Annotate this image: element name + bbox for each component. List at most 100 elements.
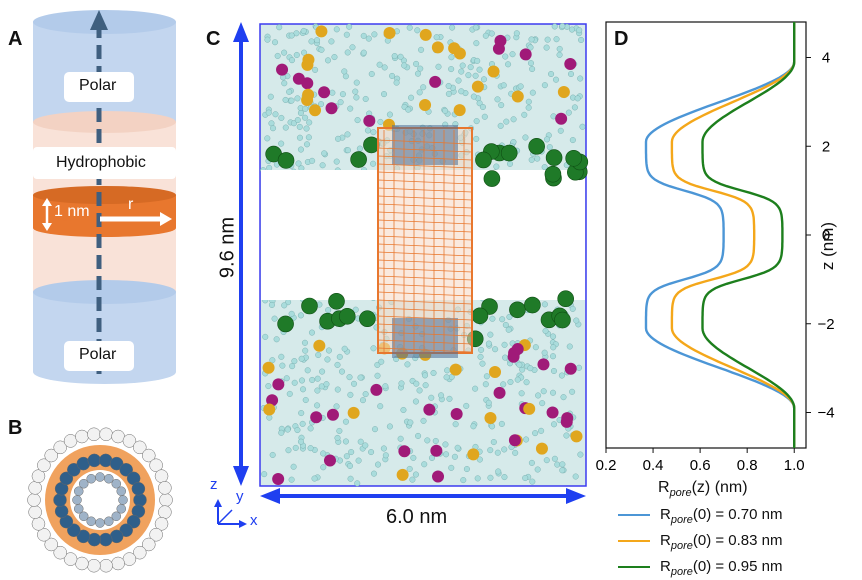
water-bead [560, 394, 567, 401]
water-bead [294, 95, 301, 102]
water-bead [378, 358, 385, 365]
water-bead [553, 76, 560, 83]
bottom-polar-box [64, 341, 134, 371]
water-bead [285, 447, 292, 454]
ion-bead [323, 454, 336, 467]
water-bead [276, 24, 283, 31]
water-bead [404, 361, 411, 368]
pore-bead [86, 516, 96, 526]
ion-bead [272, 378, 285, 391]
water-bead [297, 110, 304, 117]
series-line [644, 22, 796, 448]
water-bead [377, 403, 384, 410]
legend-entry: Rpore(0) = 0.83 nm [618, 532, 783, 552]
ion-bead [449, 363, 462, 376]
legend-entry: Rpore(0) = 0.70 nm [618, 506, 783, 526]
water-bead [278, 114, 285, 121]
water-bead [305, 134, 312, 141]
water-bead [472, 24, 479, 31]
water-bead [563, 432, 570, 439]
ion-bead [508, 434, 521, 447]
outer-headgroup-bead [44, 537, 58, 552]
water-bead [473, 40, 480, 47]
water-bead [347, 391, 354, 398]
water-bead [346, 374, 353, 381]
water-bead [470, 423, 477, 430]
water-bead [347, 475, 354, 482]
water-bead [297, 146, 304, 153]
water-bead [352, 306, 359, 313]
water-bead [541, 301, 548, 308]
water-bead [289, 363, 296, 370]
headgroup-bead [528, 138, 545, 155]
water-bead [346, 23, 353, 30]
ion-bead [511, 343, 524, 356]
water-bead [509, 51, 516, 58]
ion-bead [494, 34, 507, 47]
water-bead [300, 27, 307, 34]
water-bead [472, 72, 479, 79]
chart-xlabel: Rpore(z) (nm) [658, 479, 748, 500]
water-bead [544, 136, 551, 143]
water-bead [370, 160, 377, 167]
panel-b-letter: B [8, 417, 23, 439]
water-bead [543, 457, 550, 464]
water-bead [372, 426, 379, 433]
water-bead [505, 326, 512, 333]
water-bead [325, 57, 332, 64]
water-bead [501, 341, 508, 348]
inner-headgroup-bead [131, 481, 146, 496]
ion-bead [276, 63, 289, 76]
x-tick-label: 0.8 [737, 457, 758, 474]
water-bead [500, 381, 507, 388]
water-bead [353, 79, 360, 86]
water-bead [319, 162, 326, 169]
water-bead [302, 114, 309, 121]
water-bead [490, 439, 497, 446]
water-bead [333, 158, 340, 165]
legend-swatch [618, 566, 650, 569]
water-bead [362, 391, 369, 398]
outer-headgroup-bead [53, 440, 67, 455]
water-bead [451, 453, 458, 460]
panel-d-letter: D [614, 28, 629, 50]
ion-bead [557, 86, 570, 99]
water-bead [364, 127, 371, 134]
ion-bead [302, 88, 315, 101]
water-bead [553, 36, 560, 43]
water-bead [421, 372, 428, 379]
water-bead [320, 464, 327, 471]
water-bead [577, 75, 584, 82]
water-bead [288, 310, 295, 317]
water-bead [473, 118, 480, 125]
water-bead [321, 150, 328, 157]
water-bead [348, 449, 355, 456]
pore-bead [78, 511, 89, 522]
water-bead [374, 361, 381, 368]
water-bead [529, 478, 536, 485]
ion-bead [564, 57, 577, 70]
outer-headgroup-bead [122, 434, 137, 448]
water-bead [567, 71, 574, 78]
ion-bead [347, 406, 360, 419]
water-bead [301, 49, 308, 56]
ion-bead [325, 102, 338, 115]
water-bead [414, 27, 421, 34]
water-bead [551, 455, 558, 462]
water-bead [334, 361, 341, 368]
water-bead [343, 31, 350, 38]
headgroup-bead [277, 315, 294, 333]
water-bead [362, 95, 369, 102]
water-bead [445, 82, 452, 89]
ion-bead [493, 386, 506, 399]
water-bead [566, 343, 573, 350]
water-bead [288, 476, 295, 483]
water-bead [502, 321, 509, 328]
water-bead [376, 61, 383, 68]
water-bead [311, 475, 318, 482]
legend-label: R [660, 506, 671, 523]
legend-entry: Rpore(0) = 0.95 nm [618, 558, 783, 578]
water-bead [297, 438, 304, 445]
pore-bead [116, 504, 126, 514]
water-bead [501, 446, 508, 453]
